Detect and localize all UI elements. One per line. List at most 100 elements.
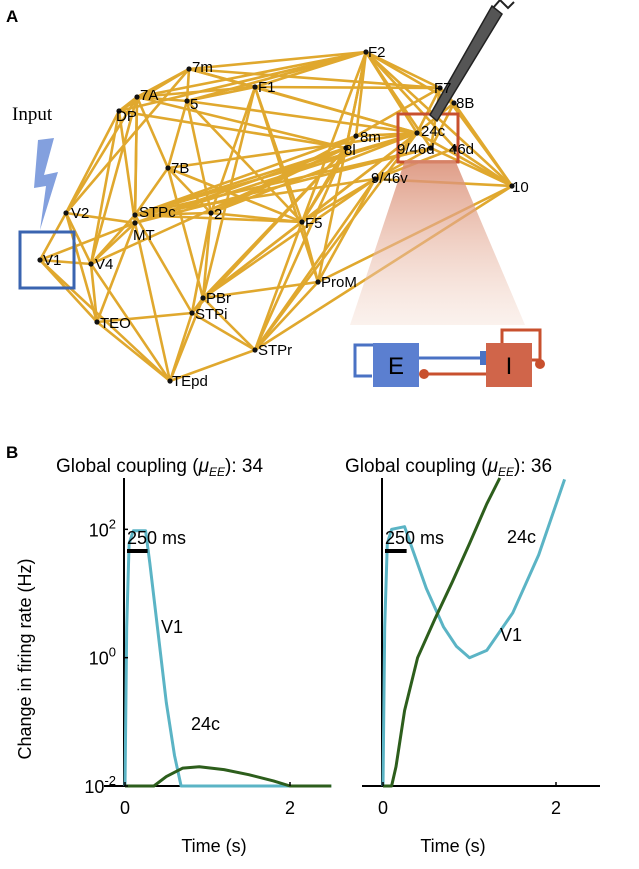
chart-2-xtick-label-2: 2: [551, 798, 561, 818]
edge-F7-24c: [415, 86, 442, 135]
edge-7B-STPc: [133, 166, 170, 217]
area-label-24c: 24c: [421, 123, 446, 140]
edge-2-STPi: [190, 211, 213, 315]
area-label-9-46v: 9/46v: [371, 170, 408, 187]
edge-PBr-24c: [201, 131, 419, 300]
node-STPi: [189, 310, 195, 316]
edge-MT-TEO: [95, 221, 137, 324]
edge-STPc-F5: [133, 213, 304, 224]
edge-STPc-9/46v: [133, 177, 377, 217]
edge-STPi-8l: [190, 146, 348, 315]
edge-STPc-STPi: [133, 213, 194, 315]
area-label-V4: V4: [95, 256, 113, 273]
excitatory-node: [373, 343, 419, 387]
edge-DP-8l: [117, 109, 348, 150]
area-label-STPi: STPi: [195, 306, 228, 323]
edge-PBr-9/46v: [201, 177, 377, 300]
chart-1-title: Global coupling (μEE): 34: [56, 456, 263, 479]
node-9/46d: [428, 145, 434, 151]
edge-STPr-F5: [253, 220, 304, 352]
edge-7A-STPc: [133, 95, 139, 217]
edge-TEpd-STPr: [168, 348, 257, 383]
node-8m: [353, 133, 359, 139]
area-label-V1: V1: [43, 252, 61, 269]
node-TEO: [94, 319, 100, 325]
edge-F5-ProM: [300, 220, 320, 284]
edge-7B-24c: [166, 131, 419, 170]
edge-V1-V4: [38, 258, 93, 266]
node-TEpd: [167, 378, 173, 384]
area-label-TEO: TEO: [100, 315, 131, 332]
zoom-cone: [350, 160, 525, 325]
node-8l: [343, 145, 349, 151]
edge-V4-TEO: [89, 262, 99, 324]
edge-STPc-24c: [133, 131, 419, 217]
edge-ProM-9/46v: [316, 177, 377, 284]
node-46d: [452, 145, 458, 151]
area-label-7m: 7m: [192, 59, 213, 76]
node-F1: [252, 84, 258, 90]
node-5: [184, 98, 190, 104]
edge-STPi-STPr: [190, 311, 257, 352]
edge-7m-5: [185, 67, 191, 103]
edge-F2-F5: [300, 50, 368, 224]
node-9/46v: [372, 176, 378, 182]
chart-1: 0 2 Time (s) 10-2 100 102 250 ms V1 24c: [84, 478, 332, 856]
node-24c: [414, 130, 420, 136]
area-label-9-46d: 9/46d: [397, 141, 435, 158]
chart-1-series-24c: [125, 765, 332, 788]
chart-1-scalebar-label: 250 ms: [127, 528, 186, 548]
chart-1-x-axis-label: Time (s): [181, 836, 246, 856]
edge-V4-DP: [89, 109, 121, 266]
chart-2-series-label-24c: 24c: [507, 527, 536, 547]
node-ProM: [315, 279, 321, 285]
edge-V1-MT: [38, 221, 137, 262]
edge-7A-5: [135, 95, 189, 103]
node-STPr: [252, 347, 258, 353]
edge-DP-F2: [117, 50, 368, 113]
node-7B: [165, 165, 171, 171]
area-label-5: 5: [190, 96, 198, 113]
node-8B: [451, 100, 457, 106]
chart-1-series-label-V1: V1: [161, 617, 183, 637]
chart-2: 0 2 Time (s) 250 ms V1 24c: [362, 477, 600, 856]
chart-2-x-axis-label: Time (s): [420, 836, 485, 856]
edge-8l-STPr: [253, 146, 348, 352]
edge-F1-24c: [253, 85, 419, 135]
v1-highlight-box: [18, 230, 76, 290]
edge-V4-TEpd: [89, 262, 172, 383]
edge-7A-7m: [135, 67, 191, 99]
edge-F7-8m: [354, 86, 442, 138]
inhibitory-label: I: [506, 353, 513, 380]
edge-2-PBr: [201, 211, 213, 300]
chart-2-scalebar-label: 250 ms: [385, 528, 444, 548]
edge-F1-F7: [253, 85, 442, 90]
chart-1-xtick-label-2: 2: [285, 798, 295, 818]
panel-a-label: A: [6, 7, 18, 26]
input-label: Input: [12, 104, 53, 125]
edge-TEO-TEpd: [95, 320, 172, 383]
chart-2-series-label-V1: V1: [500, 625, 522, 645]
area-label-46d: 46d: [449, 141, 474, 158]
edge-ProM-PBr: [201, 280, 320, 300]
area-label-F5: F5: [305, 215, 323, 232]
chart-1-series-label-24c: 24c: [191, 714, 220, 734]
node-V2: [63, 210, 69, 216]
node-PBr: [200, 295, 206, 301]
area-label-F2: F2: [368, 44, 386, 61]
edge-MT-DP: [117, 109, 137, 225]
node-V1: [37, 257, 43, 263]
area-label-7B: 7B: [171, 160, 189, 177]
edge-V2-V4: [64, 211, 93, 266]
node-STPc: [132, 212, 138, 218]
chart-1-ytick-label--2: 10-2: [84, 773, 116, 797]
edge-TEpd-PBr: [168, 296, 205, 383]
edge-TEpd-MT: [133, 221, 172, 383]
ei-circuit-inset: E I: [353, 328, 545, 387]
area-label-7A: 7A: [140, 87, 158, 104]
network-nodes: [37, 49, 515, 384]
area-label-2: 2: [214, 206, 222, 223]
chart-2-xtick-label-0: 0: [378, 798, 388, 818]
area-label-F7: F7: [434, 80, 452, 97]
